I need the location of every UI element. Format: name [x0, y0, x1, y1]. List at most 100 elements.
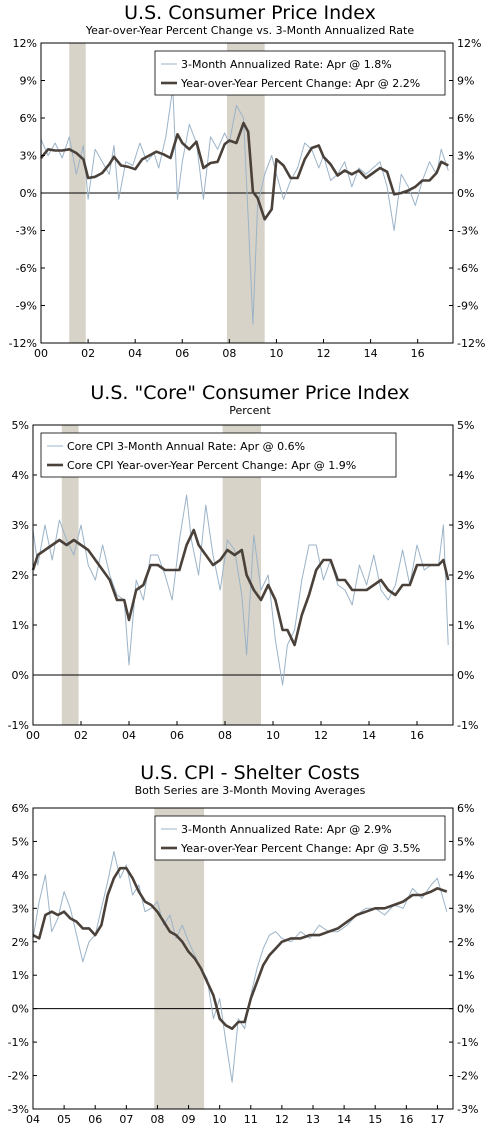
y-tick-label-right: 9% [457, 75, 474, 88]
y-tick-label-right: 2% [457, 936, 474, 949]
y-tick-label-right: -3% [457, 1103, 478, 1116]
x-tick-label: 06 [170, 729, 184, 742]
x-tick-label: 13 [306, 1113, 320, 1126]
y-tick-label-left: 12% [13, 37, 37, 50]
y-tick-label-left: -9% [16, 300, 37, 313]
y-tick-label-right: 2% [457, 569, 474, 582]
y-tick-label-right: 0% [457, 187, 474, 200]
y-tick-label-right: 1% [457, 619, 474, 632]
x-tick-label: 05 [57, 1113, 71, 1126]
x-tick-label: 06 [88, 1113, 102, 1126]
y-tick-label-right: -12% [457, 337, 485, 350]
x-tick-label: 00 [34, 347, 48, 360]
x-tick-label: 10 [213, 1113, 227, 1126]
x-tick-label: 17 [430, 1113, 444, 1126]
y-tick-label-left: 4% [12, 469, 29, 482]
annualized-series-line [32, 494, 449, 686]
legend-box [154, 815, 446, 861]
y-tick-label-left: 2% [12, 569, 29, 582]
y-tick-label-left: 0% [12, 1003, 29, 1016]
chart-title: U.S. Consumer Price Index [124, 2, 376, 24]
x-tick-label: 12 [275, 1113, 289, 1126]
y-tick-label-left: 2% [12, 936, 29, 949]
y-tick-label-right: 12% [457, 37, 481, 50]
y-tick-label-left: -6% [16, 262, 37, 275]
y-tick-label-left: -2% [8, 1070, 29, 1083]
chart-subtitle: Year-over-Year Percent Change vs. 3-Mont… [85, 24, 415, 37]
x-tick-label: 16 [399, 1113, 413, 1126]
legend-label: Core CPI 3-Month Annual Rate: Apr @ 0.6% [67, 440, 305, 453]
shelter-cpi-chart: -3% -3% -2% -2% -1% -1% 0% 0% 1% 1% 2% 2% 3% 3% 4% 4% 5%… [8, 802, 479, 1126]
x-tick-label: 14 [337, 1113, 351, 1126]
y-tick-label-left: -1% [8, 719, 29, 732]
x-tick-label: 00 [26, 729, 40, 742]
y-tick-label-left: -1% [8, 1036, 29, 1049]
legend-label: 3-Month Annualized Rate: Apr @ 1.8% [181, 58, 392, 71]
legend-label: 3-Month Annualized Rate: Apr @ 2.9% [181, 823, 392, 836]
y-tick-label-left: 3% [12, 902, 29, 915]
x-tick-label: 15 [368, 1113, 382, 1126]
yoy-series-line [31, 528, 450, 647]
y-tick-label-right: -1% [457, 719, 478, 732]
y-tick-label-right: 6% [457, 802, 474, 815]
x-tick-label: 16 [411, 347, 425, 360]
y-tick-label-right: 0% [457, 1003, 474, 1016]
y-tick-label-right: 3% [457, 902, 474, 915]
plot-frame [32, 807, 454, 1110]
yoy-series-line [39, 121, 449, 221]
cpi-chart: -12% -12% -9% -9% -6% -6% -3% -3% 0% 0% 3% 3% 6% 6% 9%… [9, 37, 486, 360]
x-tick-label: 04 [26, 1113, 40, 1126]
x-tick-label: 08 [222, 347, 236, 360]
chart-subtitle: Both Series are 3-Month Moving Averages [134, 784, 366, 797]
x-tick-label: 11 [244, 1113, 258, 1126]
x-tick-label: 04 [128, 347, 142, 360]
x-tick-label: 10 [269, 347, 283, 360]
y-tick-label-right: -2% [457, 1070, 478, 1083]
y-tick-label-left: 4% [12, 869, 29, 882]
recession-band [61, 425, 79, 725]
y-tick-label-left: -3% [8, 1103, 29, 1116]
x-tick-label: 02 [74, 729, 88, 742]
y-tick-label-right: 5% [457, 419, 474, 432]
yoy-series-line [32, 866, 448, 1031]
chart-subtitle: Percent [229, 404, 271, 417]
chart-title: U.S. "Core" Consumer Price Index [90, 382, 410, 404]
x-tick-label: 12 [314, 729, 328, 742]
y-tick-label-left: 5% [12, 419, 29, 432]
y-tick-label-right: 3% [457, 519, 474, 532]
y-tick-label-right: -6% [457, 262, 478, 275]
y-tick-label-right: 4% [457, 469, 474, 482]
x-tick-label: 02 [81, 347, 95, 360]
y-tick-label-left: 1% [12, 969, 29, 982]
y-tick-label-left: 3% [20, 150, 37, 163]
core-cpi-chart: -1% -1% 0% 0% 1% 1% 2% 2% 3% 3% 4% 4% 5% 5% 00 02 04 06 08… [8, 419, 479, 742]
x-tick-label: 06 [175, 347, 189, 360]
x-tick-label: 14 [364, 347, 378, 360]
y-tick-label-right: 0% [457, 669, 474, 682]
legend-box [40, 432, 397, 478]
legend-label: Year-over-Year Percent Change: Apr @ 3.5… [180, 842, 420, 855]
y-tick-label-left: 9% [20, 75, 37, 88]
y-tick-label-right: 6% [457, 112, 474, 125]
x-tick-label: 12 [317, 347, 331, 360]
y-tick-label-left: -3% [16, 225, 37, 238]
x-tick-label: 08 [218, 729, 232, 742]
y-tick-label-left: 3% [12, 519, 29, 532]
y-tick-label-left: 5% [12, 835, 29, 848]
x-tick-label: 08 [150, 1113, 164, 1126]
y-tick-label-left: 0% [12, 669, 29, 682]
x-tick-label: 09 [182, 1113, 196, 1126]
y-tick-label-right: 4% [457, 869, 474, 882]
legend-box [154, 50, 446, 96]
x-tick-label: 16 [410, 729, 424, 742]
legend-label: Core CPI Year-over-Year Percent Change: … [67, 459, 356, 472]
y-tick-label-right: -9% [457, 300, 478, 313]
x-tick-label: 04 [122, 729, 136, 742]
y-tick-label-left: 1% [12, 619, 29, 632]
y-tick-label-left: -12% [9, 337, 37, 350]
y-tick-label-right: -1% [457, 1036, 478, 1049]
y-tick-label-right: 1% [457, 969, 474, 982]
y-tick-label-right: -3% [457, 225, 478, 238]
x-tick-label: 10 [266, 729, 280, 742]
annualized-series-line [40, 87, 449, 325]
